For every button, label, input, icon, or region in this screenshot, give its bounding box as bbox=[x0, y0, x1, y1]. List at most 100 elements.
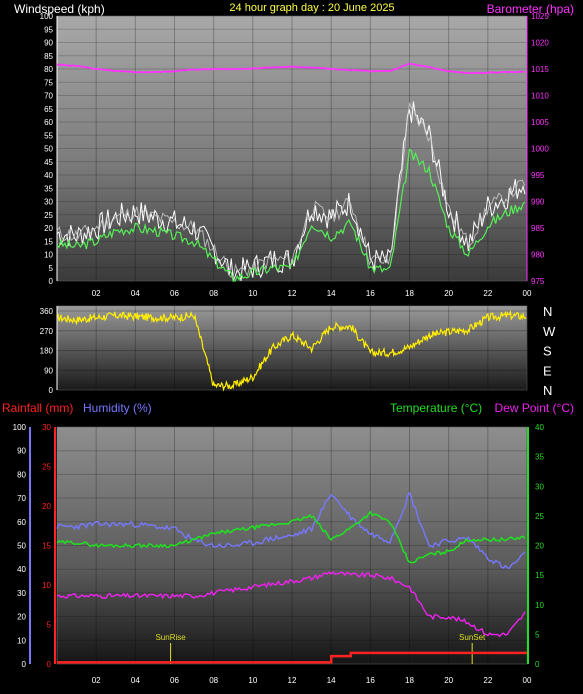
x-tick-label: 08 bbox=[209, 676, 218, 685]
direction-tick-label: 90 bbox=[44, 366, 53, 375]
temp-tick-label: 5 bbox=[535, 630, 540, 639]
y2-tick-label: 995 bbox=[531, 171, 545, 180]
humidity-tick-label: 0 bbox=[22, 660, 27, 669]
y-tick-label: 65 bbox=[44, 105, 53, 114]
rainfall-line bbox=[57, 651, 527, 664]
y-tick-label: 25 bbox=[44, 211, 53, 220]
sunset-label: SunSet bbox=[459, 633, 486, 642]
temp-tick-label: 25 bbox=[535, 512, 544, 521]
humidity-tick-label: 30 bbox=[17, 589, 26, 598]
rain-title: Rainfall (mm) bbox=[2, 401, 73, 415]
compass-label: E bbox=[543, 363, 552, 378]
y-tick-label: 0 bbox=[49, 277, 54, 286]
y2-tick-label: 1015 bbox=[531, 65, 549, 74]
y2-tick-label: 1005 bbox=[531, 118, 549, 127]
humidity-tick-label: 50 bbox=[17, 542, 26, 551]
temp-tick-label: 15 bbox=[535, 571, 544, 580]
x-tick-label: 10 bbox=[248, 289, 257, 298]
humidity-tick-label: 90 bbox=[17, 447, 26, 456]
x-tick-label: 12 bbox=[288, 676, 297, 685]
rain-tick-label: 0 bbox=[47, 660, 52, 669]
direction-panel bbox=[56, 305, 528, 391]
y2-tick-label: 1000 bbox=[531, 145, 549, 154]
x-tick-label: 02 bbox=[92, 289, 101, 298]
direction-tick-label: 270 bbox=[40, 327, 54, 336]
temp-tick-label: 30 bbox=[535, 482, 544, 491]
compass-label: S bbox=[543, 344, 552, 359]
baro-title: Barometer (hpa) bbox=[487, 2, 574, 16]
humidity-tick-label: 20 bbox=[17, 613, 26, 622]
compass-label: W bbox=[543, 324, 556, 339]
y2-tick-label: 1010 bbox=[531, 92, 549, 101]
temp-title: Temperature (°C) bbox=[390, 401, 482, 415]
x-tick-label: 08 bbox=[209, 289, 218, 298]
hum-title: Humidity (%) bbox=[83, 401, 152, 415]
y-tick-label: 10 bbox=[44, 251, 53, 260]
x-tick-label: 18 bbox=[405, 676, 414, 685]
direction-tick-label: 0 bbox=[49, 386, 54, 395]
x-tick-label: 16 bbox=[366, 289, 375, 298]
y-tick-label: 100 bbox=[40, 12, 54, 21]
humidity-tick-label: 100 bbox=[13, 423, 27, 432]
humidity-tick-label: 70 bbox=[17, 494, 26, 503]
rain-tick-label: 5 bbox=[47, 621, 52, 630]
y2-tick-label: 985 bbox=[531, 224, 545, 233]
y-tick-label: 20 bbox=[44, 224, 53, 233]
x-tick-label: 18 bbox=[405, 289, 414, 298]
direction-tick-label: 360 bbox=[40, 307, 54, 316]
barometer-line bbox=[56, 62, 526, 75]
x-tick-label: 10 bbox=[248, 676, 257, 685]
rain-tick-label: 10 bbox=[42, 581, 51, 590]
x-tick-label: 04 bbox=[131, 289, 140, 298]
x-tick-label: 22 bbox=[483, 676, 492, 685]
x-tick-label: 14 bbox=[327, 289, 336, 298]
x-tick-label: 00 bbox=[523, 676, 532, 685]
x-tick-label: 22 bbox=[483, 289, 492, 298]
y-tick-label: 15 bbox=[44, 237, 53, 246]
x-tick-label: 00 bbox=[523, 289, 532, 298]
x-tick-label: 14 bbox=[327, 676, 336, 685]
rain-tick-label: 25 bbox=[42, 463, 51, 472]
rain-tick-label: 15 bbox=[42, 542, 51, 551]
temp-tick-label: 0 bbox=[535, 660, 540, 669]
temp-tick-label: 40 bbox=[535, 423, 544, 432]
temperature-line bbox=[56, 510, 526, 564]
y2-tick-label: 975 bbox=[531, 277, 545, 286]
y2-tick-label: 980 bbox=[531, 251, 545, 260]
wind-title: Windspeed (kph) bbox=[14, 2, 105, 16]
humidity-tick-label: 10 bbox=[17, 636, 26, 645]
y-tick-label: 35 bbox=[44, 184, 53, 193]
rain-tick-label: 20 bbox=[42, 502, 51, 511]
compass-label: N bbox=[543, 304, 552, 319]
x-tick-label: 02 bbox=[92, 676, 101, 685]
date-title: 24 hour graph day : 20 June 2025 bbox=[229, 2, 394, 14]
sunrise-label: SunRise bbox=[155, 633, 186, 642]
humidity-tick-label: 60 bbox=[17, 518, 26, 527]
x-tick-label: 16 bbox=[366, 676, 375, 685]
y-tick-label: 50 bbox=[44, 145, 53, 154]
y-tick-label: 30 bbox=[44, 198, 53, 207]
x-tick-label: 20 bbox=[444, 676, 453, 685]
x-tick-label: 04 bbox=[131, 676, 140, 685]
x-tick-label: 06 bbox=[170, 676, 179, 685]
x-tick-label: 06 bbox=[170, 289, 179, 298]
y-tick-label: 55 bbox=[44, 131, 53, 140]
x-tick-label: 20 bbox=[444, 289, 453, 298]
temp-tick-label: 20 bbox=[535, 542, 544, 551]
wind-avg-line bbox=[56, 148, 526, 282]
dew-title: Dew Point (°C) bbox=[495, 401, 574, 415]
y-tick-label: 80 bbox=[44, 65, 53, 74]
rain-tick-label: 30 bbox=[42, 423, 51, 432]
y-tick-label: 90 bbox=[44, 39, 53, 48]
humidity-tick-label: 80 bbox=[17, 470, 26, 479]
y2-tick-label: 1020 bbox=[531, 39, 549, 48]
y-tick-label: 75 bbox=[44, 78, 53, 87]
humidity-tick-label: 40 bbox=[17, 565, 26, 574]
y-tick-label: 5 bbox=[49, 264, 54, 273]
compass-label: N bbox=[543, 383, 552, 398]
y2-tick-label: 1025 bbox=[531, 12, 549, 21]
y-tick-label: 60 bbox=[44, 118, 53, 127]
temp-tick-label: 35 bbox=[535, 453, 544, 462]
y-tick-label: 85 bbox=[44, 52, 53, 61]
y2-tick-label: 990 bbox=[531, 198, 545, 207]
